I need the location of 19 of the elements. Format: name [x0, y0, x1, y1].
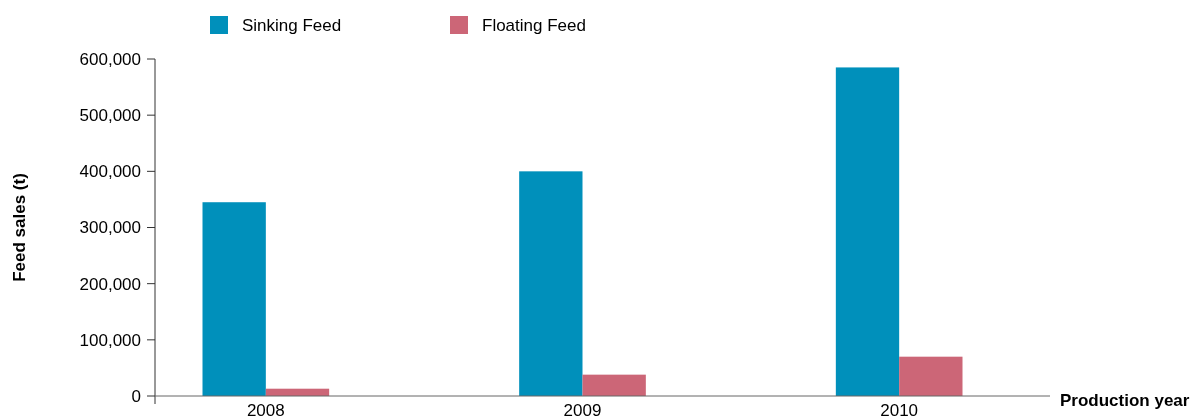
bar	[835, 67, 900, 396]
legend-label: Floating Feed	[482, 15, 586, 35]
x-tick-label: 2008	[246, 401, 285, 420]
y-tick-label: 600,000	[79, 49, 141, 69]
bar	[519, 171, 583, 396]
bar	[202, 202, 266, 396]
y-tick-label: 300,000	[79, 218, 141, 238]
bar	[899, 356, 963, 396]
legend-label: Sinking Feed	[242, 15, 342, 35]
y-tick-label: 200,000	[79, 274, 141, 294]
y-tick-label: 100,000	[79, 330, 141, 350]
x-axis-title: Production year	[1060, 390, 1190, 410]
x-tick-label: 2009	[563, 401, 602, 420]
y-tick-label: 0	[131, 386, 141, 406]
x-tick-label: 2010	[880, 401, 919, 420]
y-tick-label: 500,000	[79, 106, 141, 126]
bar	[582, 374, 646, 396]
y-axis-title: Feed sales (t)	[10, 173, 29, 282]
y-tick-label: 400,000	[79, 162, 141, 182]
